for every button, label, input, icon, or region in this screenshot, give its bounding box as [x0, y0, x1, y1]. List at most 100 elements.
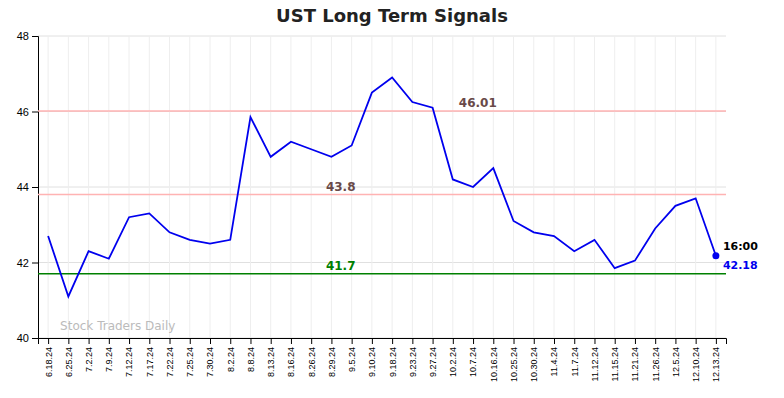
tick-label: 9.18.24	[387, 347, 397, 377]
tick-label: 10.30.24	[529, 347, 539, 382]
tick-label: 8.8.24	[246, 347, 256, 372]
chart: UST Long Term SignalsStock Traders Daily…	[0, 0, 784, 398]
x-tick: 8.26.24	[307, 338, 317, 377]
grid-line	[311, 36, 312, 338]
x-tick: 8.2.24	[226, 338, 236, 372]
tick-label: 12.13.24	[711, 347, 721, 382]
tick-mark	[372, 338, 373, 344]
tick-mark	[32, 187, 38, 188]
x-tick: 9.23.24	[408, 338, 418, 377]
tick-mark	[412, 338, 413, 344]
grid-line	[513, 36, 514, 338]
tick-label: 7.2.24	[84, 347, 94, 372]
tick-label: 9.23.24	[408, 347, 418, 377]
tick-label: 11.26.24	[651, 347, 661, 381]
tick-label: 6.18.24	[43, 347, 53, 377]
x-tick: 12.10.24	[691, 338, 701, 382]
tick-label: 46	[17, 106, 29, 118]
x-tick: 8.29.24	[327, 338, 337, 377]
tick-mark	[716, 338, 717, 344]
tick-mark	[230, 338, 231, 344]
tick-mark	[250, 338, 251, 344]
tick-label: 12.10.24	[691, 347, 701, 382]
grid-line	[38, 111, 726, 112]
tick-mark	[32, 338, 38, 339]
x-tick: 10.25.24	[509, 338, 519, 382]
grid-line	[270, 36, 271, 338]
tick-label: 9.27.24	[428, 347, 438, 377]
grid-line	[675, 36, 676, 338]
tick-label: 7.9.24	[104, 347, 114, 372]
x-tick: 12.13.24	[711, 338, 721, 382]
tick-mark	[574, 338, 575, 344]
x-tick: 7.17.24	[145, 338, 155, 377]
y-tick: 40	[17, 332, 38, 344]
tick-mark	[473, 338, 474, 344]
last-time: 16:00	[723, 240, 758, 253]
tick-label: 8.29.24	[327, 347, 337, 377]
x-tick: 11.7.24	[570, 338, 580, 376]
tick-mark	[68, 338, 69, 344]
tick-mark	[32, 263, 38, 264]
grid-line	[108, 36, 109, 338]
grid-line	[655, 36, 656, 338]
tick-label: 9.10.24	[367, 347, 377, 377]
tick-label: 42	[17, 257, 29, 269]
tick-mark	[331, 338, 332, 344]
x-tick: 10.7.24	[468, 338, 478, 377]
grid-line	[149, 36, 150, 338]
x-tick: 7.22.24	[165, 338, 175, 377]
grid-line	[250, 36, 251, 338]
tick-mark	[129, 338, 130, 344]
grid-line	[412, 36, 413, 338]
tick-label: 8.13.24	[266, 347, 276, 377]
reference-line	[38, 273, 726, 275]
tick-label: 11.4.24	[549, 347, 559, 376]
tick-label: 6.25.24	[64, 347, 74, 377]
grid-line	[290, 36, 291, 338]
x-axis: 6.18.246.25.247.2.247.9.247.12.247.17.24…	[39, 338, 727, 382]
grid-line	[129, 36, 130, 338]
tick-mark	[675, 338, 676, 344]
tick-mark	[291, 338, 292, 344]
axis-line	[39, 339, 727, 345]
tick-mark	[210, 338, 211, 344]
tick-mark	[32, 36, 38, 37]
title: UST Long Term Signals	[276, 5, 508, 26]
x-tick: 10.2.24	[448, 338, 458, 377]
tick-mark	[696, 338, 697, 344]
tick-mark	[109, 338, 110, 344]
grid-line	[230, 36, 231, 338]
tick-label: 8.26.24	[307, 347, 317, 377]
x-tick: 6.18.24	[43, 338, 53, 377]
tick-mark	[635, 338, 636, 344]
grid-line	[48, 36, 49, 338]
grid-line	[533, 36, 534, 338]
tick-label: 7.25.24	[185, 347, 195, 377]
x-tick: 8.8.24	[246, 338, 256, 372]
tick-label: 11.21.24	[630, 347, 640, 381]
tick-label: 8.2.24	[226, 347, 236, 372]
x-tick: 11.12.24	[590, 338, 600, 381]
tick-label: 44	[17, 181, 29, 193]
grid-line	[452, 36, 453, 338]
tick-label: 7.30.24	[205, 347, 215, 377]
y-tick: 44	[17, 181, 38, 193]
tick-label: 9.5.24	[347, 347, 357, 372]
x-tick: 8.16.24	[286, 338, 296, 377]
annotations: 41.743.846.0116:0042.18	[326, 96, 758, 273]
tick-label: 11.15.24	[610, 347, 620, 381]
last-point	[712, 252, 719, 259]
tick-label: 48	[17, 30, 29, 42]
tick-label: 40	[17, 332, 29, 344]
grid-line	[554, 36, 555, 338]
grid-line	[634, 36, 635, 338]
tick-label: 11.7.24	[570, 347, 580, 376]
x-tick: 9.10.24	[367, 338, 377, 377]
tick-mark	[493, 338, 494, 344]
grid-line	[88, 36, 89, 338]
grid-line	[594, 36, 595, 338]
x-tick: 10.30.24	[529, 338, 539, 382]
tick-mark	[149, 338, 150, 344]
x-tick: 7.30.24	[205, 338, 215, 377]
